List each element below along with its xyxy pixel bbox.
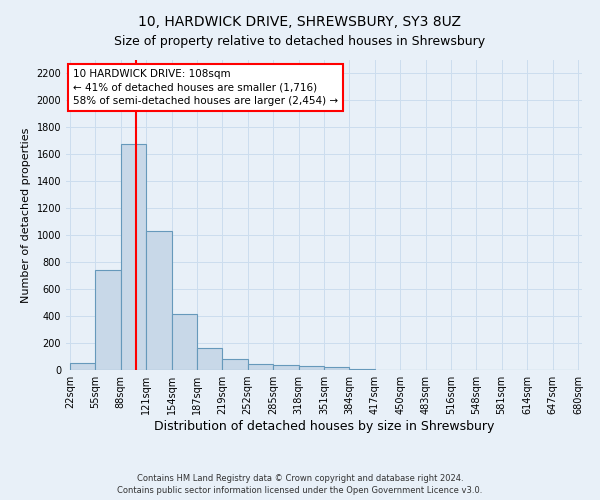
Text: 10 HARDWICK DRIVE: 108sqm
← 41% of detached houses are smaller (1,716)
58% of se: 10 HARDWICK DRIVE: 108sqm ← 41% of detac…: [73, 70, 338, 106]
Bar: [324, 368, 349, 370]
Text: 10, HARDWICK DRIVE, SHREWSBURY, SY3 8UZ: 10, HARDWICK DRIVE, SHREWSBURY, SY3 8UZ: [139, 15, 461, 29]
Bar: [95, 270, 121, 370]
Bar: [349, 368, 375, 370]
Bar: [146, 230, 172, 370]
X-axis label: Distribution of detached houses by size in Shrewsbury: Distribution of detached houses by size …: [154, 420, 494, 433]
Bar: [70, 362, 95, 370]
Text: Contains HM Land Registry data © Crown copyright and database right 2024.
Contai: Contains HM Land Registry data © Crown c…: [118, 474, 482, 495]
Text: Size of property relative to detached houses in Shrewsbury: Size of property relative to detached ho…: [115, 35, 485, 48]
Bar: [121, 144, 146, 370]
Bar: [248, 364, 273, 370]
Bar: [273, 364, 299, 370]
Bar: [197, 348, 222, 370]
Bar: [299, 366, 324, 370]
Y-axis label: Number of detached properties: Number of detached properties: [21, 128, 31, 302]
Bar: [172, 314, 197, 370]
Bar: [222, 358, 248, 370]
